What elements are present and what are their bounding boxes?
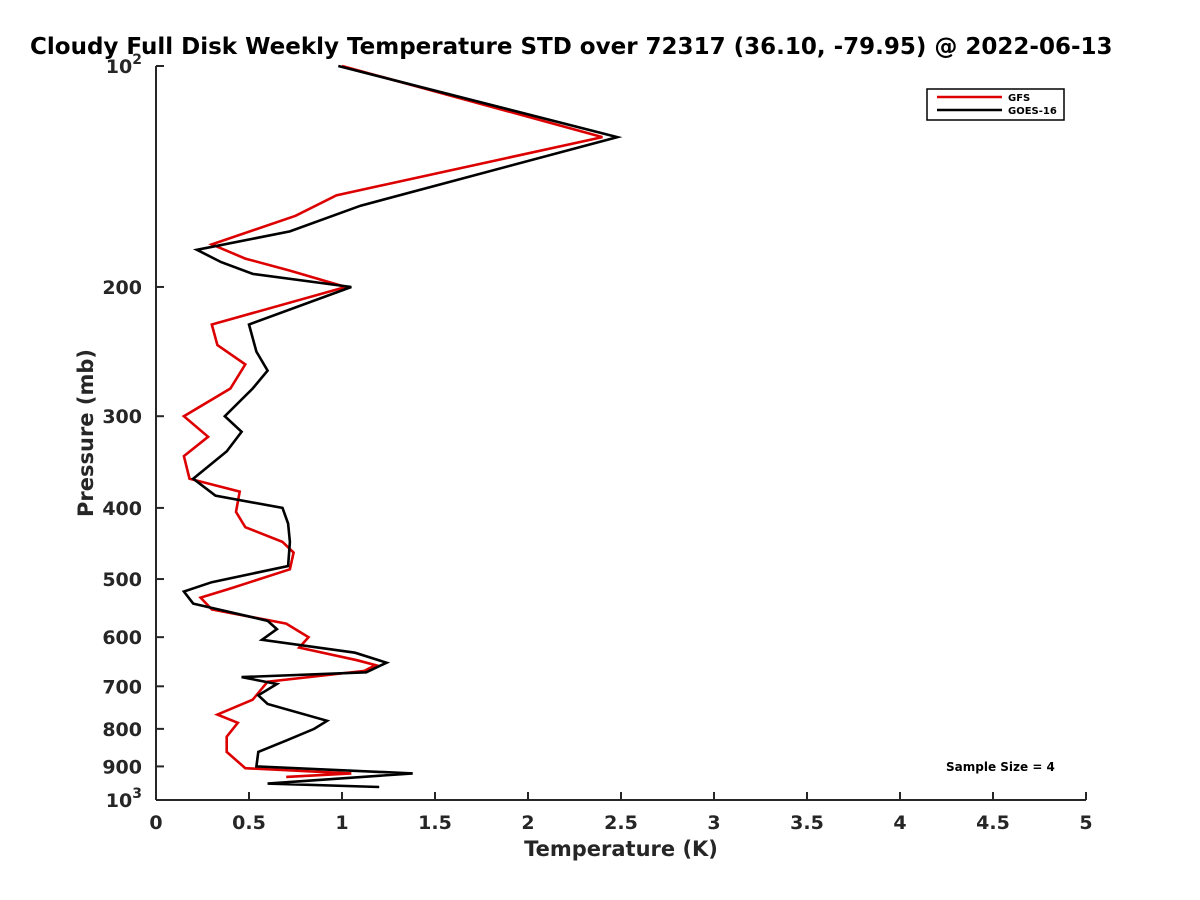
y-tick-label: 200 [102,277,142,299]
sample-size-annotation: Sample Size = 4 [946,760,1055,774]
y-tick-label: 102 [106,52,142,78]
x-tick-label: 4 [893,812,906,834]
y-tick-label: 800 [102,719,142,741]
series-line-goes-16 [181,64,623,789]
x-tick-label: 1 [335,812,348,834]
y-tick-label: 103 [106,786,142,812]
legend: GFS GOES-16 [926,88,1065,121]
x-tick-label: 0 [149,812,162,834]
chart-title: Cloudy Full Disk Weekly Temperature STD … [30,34,1113,60]
x-tick-label: 5 [1079,812,1092,834]
legend-label-gfs: GFS [1008,93,1030,104]
x-tick-label: 1.5 [418,812,452,834]
x-axis-label: Temperature (K) [524,837,718,861]
y-axis-ticks: 102 200 300 400 500 600 700 800 900 103 [102,52,164,812]
y-axis-label: Pressure (mb) [74,349,98,517]
series-layer [181,64,623,789]
x-tick-label: 3.5 [790,812,824,834]
x-tick-label: 3 [707,812,720,834]
y-tick-label: 700 [102,676,142,698]
y-tick-label: 300 [102,406,142,428]
x-tick-label: 4.5 [976,812,1010,834]
y-tick-label: 600 [102,627,142,649]
x-tick-label: 2 [521,812,534,834]
series-line-gfs [181,64,603,779]
legend-label-goes16: GOES-16 [1008,106,1057,117]
y-tick-label: 900 [102,756,142,778]
x-tick-label: 2.5 [604,812,638,834]
y-tick-label: 400 [102,498,142,520]
x-axis-ticks: 0 0.5 1 1.5 2 2.5 3 3.5 4 4.5 5 [149,792,1093,834]
y-tick-label: 500 [102,569,142,591]
x-tick-label: 0.5 [232,812,266,834]
legend-box [926,88,1065,121]
